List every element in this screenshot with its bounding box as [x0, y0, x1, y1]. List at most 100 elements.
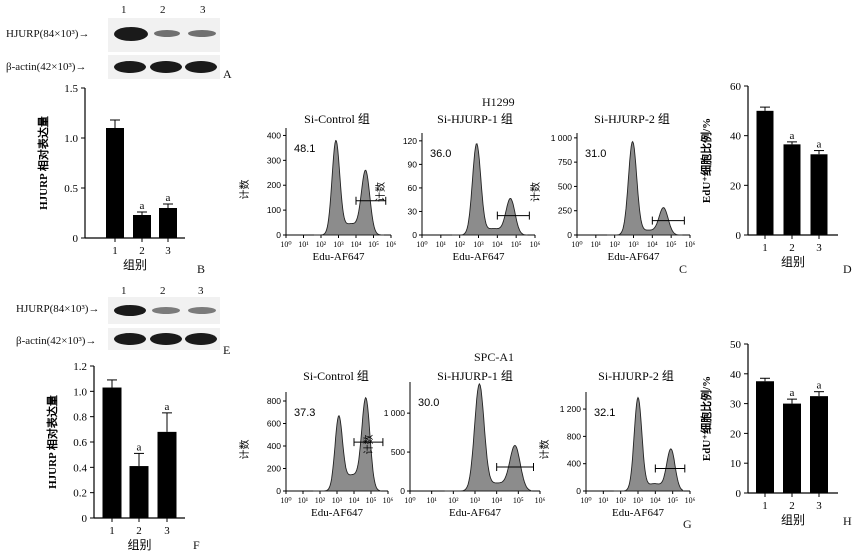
y-tick-label: 1 000: [384, 408, 406, 418]
bar-chart-5: 0 0.2 0.4 0.6 0.8 1.0 1.2 1 a 2 a 3 组别 HJURP 相对表达量: [45, 361, 185, 552]
x-tick-label: 10⁶: [386, 240, 397, 249]
y-tick-label: 300: [267, 155, 281, 165]
bar-chart-9: 0 10 20 30 40 50 1 a 2 a 3 组别 EdU⁺细胞比例/%: [699, 339, 838, 527]
y-tick-label: 0: [276, 230, 281, 240]
chart-title: Si-HJURP-1 组: [437, 369, 513, 383]
y-axis-title: HJURP 相对表达量: [36, 116, 50, 210]
x-tick-label: 10⁶: [685, 240, 696, 249]
y-tick-label: 600: [267, 419, 281, 429]
chart-title: Si-HJURP-2 组: [594, 112, 670, 126]
histogram-area: [313, 396, 382, 492]
y-tick-label: 0: [567, 230, 572, 240]
x-tick-label: 10⁴: [349, 496, 360, 505]
section-title-spc-a1: SPC-A1: [474, 350, 515, 364]
wb-e-hjurp-label: HJURP(84×10³)→: [16, 303, 100, 315]
x-tick-label: 10¹: [298, 240, 309, 249]
bar: [810, 154, 828, 235]
section-title-h1299: H1299: [482, 95, 515, 109]
x-axis-title: Edu-AF647: [311, 507, 363, 519]
wb-a-actin-band-2: [150, 61, 182, 73]
x-tick-label: 2: [789, 242, 795, 254]
x-tick-label: 10³: [470, 496, 481, 505]
y-tick-label: 400: [267, 130, 281, 140]
x-tick-label: 10⁰: [571, 240, 582, 249]
wb-e-actin-band-2: [150, 333, 182, 345]
x-tick-label: 10³: [333, 240, 344, 249]
y-tick-label: 0.6: [73, 437, 87, 449]
y-tick-label: 30: [408, 206, 418, 216]
y-tick-label: 60: [408, 183, 418, 193]
panel-letter-d: D: [843, 262, 852, 276]
bar: [810, 396, 828, 493]
wb-e-hjurp-band-2: [152, 307, 180, 314]
x-tick-label: 10⁶: [530, 240, 541, 249]
x-tick-label: 10⁶: [383, 496, 394, 505]
bar: [783, 144, 801, 235]
x-axis-title: Edu-AF647: [449, 507, 501, 519]
y-tick-label: 60: [730, 81, 742, 93]
bar-chart-4: 0 20 40 60 1 a 2 a 3 组别 EdU⁺细胞比例/%: [699, 81, 838, 269]
wb-e-actin-label: β-actin(42×10³)→: [16, 335, 97, 347]
wb-e-lane-3: 3: [198, 285, 204, 297]
y-axis-title: 计数: [374, 182, 387, 202]
y-tick-label: 50: [730, 339, 742, 351]
histogram-area: [607, 140, 683, 236]
histogram-chart-8: 0 400 800 1 200 10⁰ 10¹ 10² 10³ 10⁴ 10⁵ 10⁶ 32.1 Si-…: [538, 369, 696, 519]
bar: [133, 215, 151, 238]
x-tick-label: 10⁰: [280, 496, 291, 505]
wb-e-lane-2: 2: [160, 285, 166, 297]
bar: [157, 431, 177, 518]
x-tick-label: 10⁶: [535, 496, 546, 505]
y-axis-title: 计数: [538, 440, 551, 460]
x-axis-title: 组别: [781, 513, 805, 527]
y-axis-title: 计数: [529, 182, 542, 202]
y-tick-label: 0: [82, 513, 88, 525]
y-tick-label: 20: [730, 428, 742, 440]
panel-letter-e: E: [223, 343, 231, 357]
y-axis-title: 计数: [238, 440, 251, 460]
x-tick-label: 10⁵: [368, 240, 379, 249]
wb-a-actin-label: β-actin(42×10³)→: [6, 61, 87, 73]
x-tick-label: 10¹: [436, 240, 447, 249]
panel-letter-b: B: [197, 262, 206, 276]
wb-e-actin-band-1: [114, 333, 146, 345]
x-tick-label: 10⁵: [667, 496, 678, 505]
histogram-chart-6: 0 200 400 600 800 10⁰ 10¹ 10² 10³ 10⁴ 10⁵ 10⁶ 37.3 Si…: [238, 369, 394, 519]
significance-label: a: [817, 380, 822, 392]
y-tick-label: 1 000: [551, 133, 573, 143]
x-tick-label: 1: [109, 525, 115, 537]
x-tick-label: 10¹: [598, 496, 609, 505]
histogram-chart-1: 0 100 200 300 400 10⁰ 10¹ 10² 10³ 10⁴ 10⁵ 10⁶ 48.1 Si…: [238, 112, 397, 263]
gate-percentage: 32.1: [594, 407, 615, 419]
y-tick-label: 0: [73, 233, 79, 245]
significance-label: a: [140, 200, 145, 212]
y-tick-label: 0.2: [73, 488, 87, 500]
y-tick-label: 1.0: [73, 386, 87, 398]
y-tick-label: 0.8: [73, 412, 87, 424]
gate-percentage: 36.0: [430, 148, 451, 160]
x-axis-title: Edu-AF647: [313, 251, 365, 263]
x-tick-label: 3: [165, 245, 171, 257]
gate-percentage: 31.0: [585, 148, 606, 160]
wb-a-lane-1: 1: [121, 4, 127, 16]
x-tick-label: 2: [136, 525, 142, 537]
y-tick-label: 1.5: [64, 83, 78, 95]
y-tick-label: 0: [412, 230, 417, 240]
histogram-chart-2: 0 30 60 90 120 10⁰ 10¹ 10² 10³ 10⁴ 10⁵ 10⁶ 36.0 Si-HJ…: [374, 112, 541, 263]
panel-letter-g: G: [683, 517, 692, 531]
significance-label: a: [137, 441, 142, 453]
x-tick-label: 3: [164, 525, 170, 537]
x-tick-label: 1: [762, 242, 768, 254]
y-tick-label: 0: [400, 486, 405, 496]
x-axis-title: 组别: [123, 258, 147, 272]
x-tick-label: 10²: [609, 240, 620, 249]
significance-label: a: [790, 130, 795, 142]
panel-letter-a: A: [223, 67, 232, 81]
y-tick-label: 40: [730, 369, 742, 381]
significance-label: a: [790, 387, 795, 399]
y-tick-label: 800: [267, 396, 281, 406]
x-tick-label: 10⁴: [647, 240, 658, 249]
x-tick-label: 2: [139, 245, 145, 257]
chart-title: Si-HJURP-1 组: [437, 112, 513, 126]
x-tick-label: 3: [816, 242, 822, 254]
